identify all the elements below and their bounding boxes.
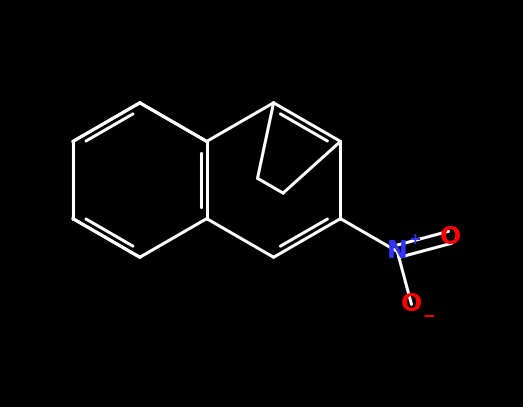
Text: −: − <box>423 309 436 324</box>
Text: O: O <box>439 225 461 249</box>
Text: O: O <box>401 292 422 316</box>
Text: N: N <box>387 239 408 263</box>
Text: +: + <box>408 232 422 247</box>
